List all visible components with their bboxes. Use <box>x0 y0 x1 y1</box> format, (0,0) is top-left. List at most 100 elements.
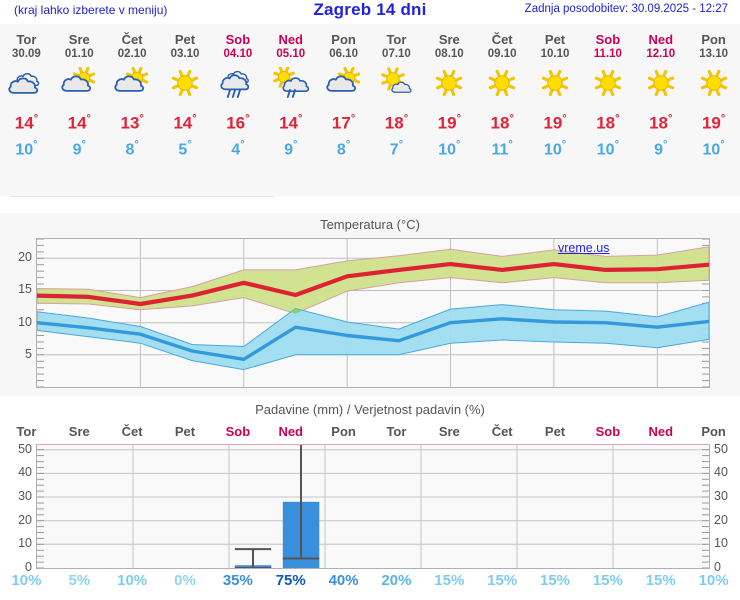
precipitation-day-labels: Tor Sre Čet Pet Sob Ned Pon Tor Sre Čet Pet Sob Ned P… <box>0 424 740 442</box>
day-max-temp: 14° <box>14 113 39 133</box>
day-date: 11.10 <box>593 48 622 60</box>
precipitation-day-label: Čet <box>121 424 143 439</box>
precipitation-day-label: Pet <box>174 424 196 439</box>
day-name: Tor <box>16 32 37 47</box>
day-date: 03.10 <box>170 48 200 60</box>
forecast-day-column[interactable]: Čet 02.10 13° 8° <box>106 24 159 196</box>
day-min-temp: 11° <box>491 138 513 158</box>
forecast-day-column[interactable]: Tor 30.09 14° 10° <box>0 24 53 196</box>
day-date: 08.10 <box>434 48 464 60</box>
day-max-temp: 16° <box>226 113 250 133</box>
precipitation-probability: 15% <box>592 572 623 589</box>
precipitation-probability: 40% <box>328 572 359 589</box>
day-name: Pet <box>174 32 196 47</box>
day-max-temp: 18° <box>384 113 409 133</box>
day-max-temp: 14° <box>173 113 197 133</box>
day-date: 30.09 <box>12 48 41 60</box>
day-name: Tor <box>386 32 407 47</box>
forecast-day-column[interactable]: Tor 07.10 18° 7° <box>370 24 423 196</box>
last-update: Zadnja posodobitev: 30.09.2025 - 12:27 <box>524 3 728 15</box>
precipitation-probability: 10% <box>11 572 42 589</box>
day-name: Ned <box>648 32 674 47</box>
precipitation-y-tick-label-right: 20 <box>714 512 728 527</box>
sunny-icon <box>587 67 629 101</box>
precipitation-day-label: Tor <box>16 424 37 439</box>
day-name: Čet <box>121 32 143 47</box>
watermark-label: vreme.us <box>558 241 610 255</box>
day-max-temp: 19° <box>437 113 461 133</box>
temperature-y-tick-label: 5 <box>25 346 32 361</box>
temperature-plot-area <box>36 238 710 388</box>
precipitation-y-tick-label-right: 50 <box>714 441 728 456</box>
precipitation-day-label: Pon <box>701 424 726 439</box>
rain-shower-icon <box>217 67 259 101</box>
precipitation-y-tick-label-left: 30 <box>18 489 32 504</box>
precipitation-probability: 10% <box>117 572 148 589</box>
precipitation-day-label: Ned <box>648 424 674 439</box>
day-max-temp: 14° <box>279 113 303 133</box>
sunny-icon <box>693 67 735 101</box>
day-max-temp: 18° <box>649 113 673 133</box>
precipitation-plot-area <box>36 444 710 569</box>
sunny-icon <box>534 67 576 101</box>
day-min-temp: 10° <box>596 138 619 158</box>
forecast-day-column[interactable]: Ned 05.10 14° 9° <box>264 24 317 196</box>
precipitation-y-tick-label-left: 0 <box>25 560 32 574</box>
forecast-day-column[interactable]: Pon 13.10 19° 10° <box>687 24 740 196</box>
precipitation-probability: 35% <box>222 572 253 589</box>
day-max-temp: 19° <box>701 113 726 133</box>
precipitation-y-tick-label-right: 10 <box>714 536 728 551</box>
precipitation-probability: 15% <box>434 572 465 589</box>
precipitation-probability: 20% <box>381 572 412 589</box>
forecast-day-column[interactable]: Sob 04.10 16° 4° <box>211 24 264 196</box>
temperature-chart: Temperatura (°C) 5 10 15 20 vreme.us <box>0 213 740 396</box>
day-max-temp: 18° <box>596 113 620 133</box>
precipitation-y-tick-label-left: 10 <box>18 536 32 551</box>
day-date: 10.10 <box>540 48 570 60</box>
forecast-day-column[interactable]: Čet 09.10 18° 11° <box>476 24 529 196</box>
day-name: Pet <box>544 32 566 47</box>
precipitation-y-tick-label-left: 40 <box>18 465 32 480</box>
precipitation-probability-row: 10% 5% 10% 0% 35% 75% 40% 20% 15% 15% 15% 15% 15% 10% <box>0 572 740 594</box>
page-title: Zagreb 14 dni <box>313 0 427 19</box>
sun-small-cloud-icon <box>375 67 417 101</box>
section-divider <box>10 196 275 197</box>
day-name: Sre <box>438 32 460 47</box>
precipitation-probability: 15% <box>645 572 676 589</box>
precipitation-day-label: Pet <box>544 424 566 439</box>
day-date: 06.10 <box>329 48 358 60</box>
precipitation-y-tick-label-right: 30 <box>714 489 728 504</box>
day-date: 07.10 <box>382 48 411 60</box>
precipitation-probability: 15% <box>540 572 571 589</box>
day-min-temp: 10° <box>543 138 567 158</box>
precipitation-y-tick-label-left: 20 <box>18 512 32 527</box>
forecast-day-column[interactable]: Ned 12.10 18° 9° <box>634 24 687 196</box>
day-max-temp: 13° <box>120 113 144 133</box>
forecast-day-column[interactable]: Pon 06.10 17° 8° <box>317 24 370 196</box>
day-max-temp: 14° <box>67 113 91 133</box>
day-min-temp: 9° <box>72 138 86 158</box>
day-name: Sob <box>225 32 251 47</box>
header-bar: (kraj lahko izberete v meniju) Zagreb 14… <box>0 0 740 22</box>
cloudy-icon <box>5 67 47 101</box>
day-name: Pon <box>701 32 726 47</box>
day-date: 12.10 <box>646 48 676 60</box>
precipitation-day-label: Pon <box>331 424 356 439</box>
day-date: 01.10 <box>64 48 94 60</box>
forecast-day-column[interactable]: Sre 08.10 19° 10° <box>423 24 476 196</box>
forecast-day-column[interactable]: Pet 03.10 14° 5° <box>159 24 212 196</box>
temperature-chart-title: Temperatura (°C) <box>320 217 420 232</box>
precipitation-y-tick-label-left: 50 <box>18 441 32 456</box>
precipitation-chart-title: Padavine (mm) / Verjetnost padavin (%) <box>255 402 485 417</box>
partly-sunny-icon <box>111 67 153 101</box>
precipitation-day-label: Sob <box>225 424 251 439</box>
forecast-day-column[interactable]: Sob 11.10 18° 10° <box>581 24 634 196</box>
sunny-icon <box>428 67 470 101</box>
forecast-day-column[interactable]: Pet 10.10 19° 10° <box>529 24 582 196</box>
day-min-temp: 8° <box>125 138 139 158</box>
day-max-temp: 18° <box>490 113 514 133</box>
forecast-day-column[interactable]: Sre 01.10 14° 9° <box>53 24 106 196</box>
precipitation-probability: 5% <box>68 572 91 589</box>
precipitation-probability: 0% <box>174 572 196 589</box>
day-name: Ned <box>278 32 303 47</box>
